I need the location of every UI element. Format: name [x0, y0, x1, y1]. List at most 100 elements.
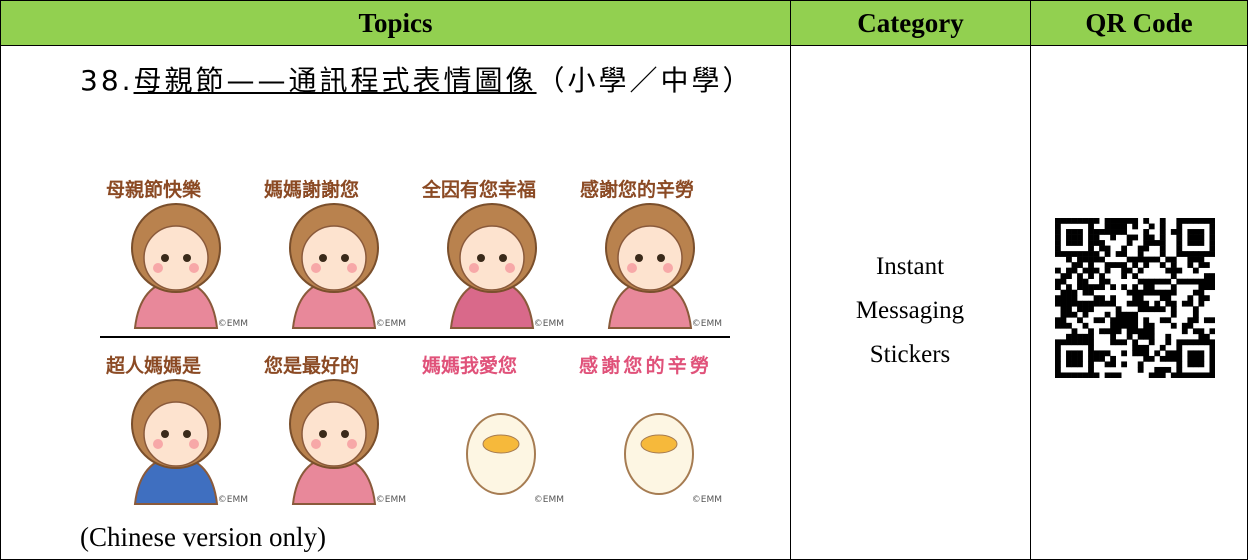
sticker: 全因有您幸福 ©EMM	[421, 178, 564, 329]
qr-module	[1176, 251, 1183, 257]
qr-module	[1088, 350, 1094, 357]
qr-module	[1104, 278, 1111, 285]
qr-module	[1055, 245, 1061, 252]
qr-module	[1121, 267, 1128, 274]
copyright: ©EMM	[218, 495, 248, 505]
qr-module	[1082, 372, 1089, 378]
qr-module	[1209, 317, 1215, 324]
qr-module	[1055, 251, 1061, 257]
qr-module	[1066, 295, 1072, 302]
qr-module	[1203, 273, 1210, 279]
qr-module	[1187, 339, 1194, 346]
qr-module	[1187, 251, 1194, 257]
qr-module	[1071, 355, 1078, 362]
qr-module	[1137, 350, 1144, 357]
qr-module	[1077, 256, 1083, 263]
qr-module	[1082, 306, 1089, 313]
eye	[319, 254, 327, 262]
qr-module	[1170, 372, 1177, 378]
qr-module	[1110, 295, 1116, 302]
cheek	[311, 439, 321, 449]
face	[143, 225, 209, 291]
cheek	[311, 263, 321, 273]
qr-module	[1187, 350, 1194, 357]
qr-module	[1159, 234, 1166, 241]
qr-code	[1055, 218, 1215, 378]
qr-module	[1165, 333, 1172, 340]
qr-module	[1192, 328, 1199, 335]
qr-module	[1055, 229, 1061, 235]
qr-module	[1121, 322, 1128, 329]
qr-module	[1209, 350, 1215, 357]
qr-module	[1148, 278, 1155, 285]
qr-module	[1055, 223, 1061, 230]
qr-module	[1198, 361, 1205, 368]
copyright: ©EMM	[534, 319, 564, 329]
qr-module	[1159, 245, 1166, 252]
qr-module	[1055, 355, 1061, 362]
qr-module	[1104, 311, 1111, 318]
qr-module	[1115, 218, 1122, 224]
qr-module	[1126, 240, 1133, 246]
qr-module	[1060, 251, 1067, 257]
qr-module	[1159, 306, 1166, 313]
qr-module	[1132, 218, 1139, 224]
qr-module	[1071, 361, 1078, 368]
qr-module	[1093, 218, 1100, 224]
qr-module	[1148, 372, 1155, 378]
qr-module	[1176, 344, 1183, 351]
qr-module	[1159, 372, 1166, 378]
qr-module	[1187, 229, 1194, 235]
qr-module	[1071, 328, 1078, 335]
topic-link[interactable]: 母親節——通訊程式表情圖像	[133, 64, 537, 97]
qr-module	[1137, 328, 1144, 335]
qr-module	[1066, 218, 1072, 224]
qr-module	[1143, 355, 1150, 362]
qr-module	[1148, 339, 1155, 346]
qr-module	[1154, 306, 1161, 313]
qr-module	[1176, 234, 1183, 241]
qr-module	[1060, 317, 1067, 324]
qr-module	[1154, 289, 1161, 296]
qr-module	[1143, 317, 1150, 324]
qr-module	[1198, 350, 1205, 357]
qr-module	[1093, 251, 1100, 257]
qr-module	[1088, 267, 1094, 274]
qr-module	[1176, 278, 1183, 285]
qr-module	[1132, 289, 1139, 296]
qr-module	[1077, 273, 1083, 279]
qr-module	[1088, 344, 1094, 351]
qr-module	[1099, 229, 1105, 235]
qr-module	[1143, 245, 1150, 252]
qr-module	[1066, 333, 1072, 340]
qr-module	[1104, 262, 1111, 268]
qr-module	[1126, 300, 1133, 307]
qr-module	[1198, 328, 1205, 335]
qr-module	[1077, 284, 1083, 291]
qr-module	[1209, 223, 1215, 230]
qr-module	[1203, 251, 1210, 257]
qr-module	[1170, 267, 1177, 274]
qr-module	[1170, 289, 1177, 296]
qr-module	[1170, 300, 1177, 307]
qr-module	[1055, 284, 1061, 291]
qr-module	[1121, 218, 1128, 224]
qr-module	[1181, 278, 1188, 285]
qr-module	[1198, 333, 1205, 340]
eye	[161, 254, 169, 262]
qr-module	[1099, 328, 1105, 335]
qr-module	[1159, 295, 1166, 302]
qr-module	[1181, 322, 1188, 329]
qr-module	[1181, 372, 1188, 378]
eye	[477, 254, 485, 262]
qr-module	[1165, 366, 1172, 373]
qr-module	[1176, 223, 1183, 230]
qr-module	[1088, 234, 1094, 241]
qr-module	[1132, 322, 1139, 329]
qr-module	[1126, 218, 1133, 224]
qr-module	[1176, 229, 1183, 235]
qr-module	[1203, 218, 1210, 224]
qr-module	[1198, 284, 1205, 291]
qr-module	[1060, 273, 1067, 279]
qr-module	[1159, 240, 1166, 246]
